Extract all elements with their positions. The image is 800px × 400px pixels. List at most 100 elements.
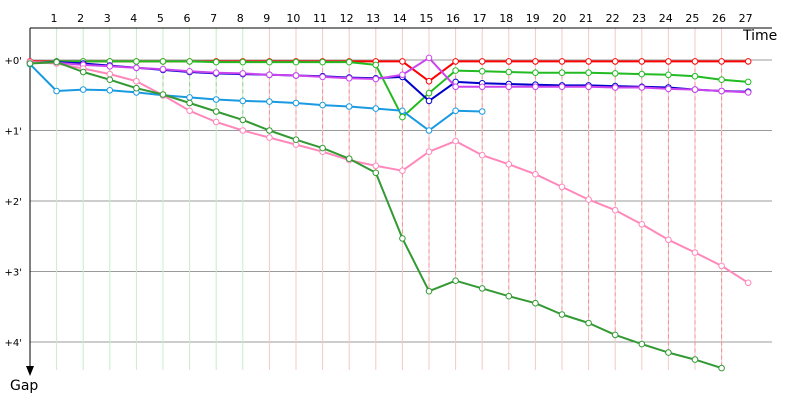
data-point (691, 72, 699, 80)
data-point (186, 58, 193, 65)
data-point (212, 69, 220, 76)
x-tick-label: 11 (313, 12, 327, 25)
x-tick-label: 15 (419, 12, 433, 25)
data-point (718, 262, 725, 270)
x-tick-label: 6 (184, 12, 191, 25)
data-point (399, 71, 406, 79)
data-point (452, 58, 459, 65)
data-point (452, 83, 459, 91)
data-point (239, 70, 247, 77)
x-tick-label: 23 (632, 12, 646, 25)
data-point (718, 87, 725, 95)
data-point (266, 127, 273, 134)
x-tick-label: 8 (237, 12, 244, 25)
series-line (29, 61, 749, 284)
data-point (345, 103, 353, 110)
x-axis-title: Time (742, 28, 777, 44)
data-point (505, 161, 513, 168)
data-point (425, 97, 433, 105)
data-point (691, 356, 699, 363)
data-point (159, 65, 167, 73)
data-point (691, 58, 699, 65)
data-point (425, 127, 433, 134)
data-point (558, 183, 566, 191)
data-point (212, 96, 220, 103)
data-point (345, 58, 353, 66)
x-tick-label: 27 (739, 12, 753, 25)
data-point (372, 162, 380, 170)
data-point (266, 71, 273, 79)
data-point (718, 76, 725, 83)
data-point (478, 83, 486, 91)
x-tick-label: 18 (499, 12, 513, 25)
x-tick-label: 24 (659, 12, 673, 25)
data-point (106, 70, 114, 78)
data-point (159, 91, 167, 98)
tick-labels: +0'+1'+2'+3'+4'1 2 3 4 5 6 7 8 9 10 11 12 13 14 15 16 17… (5, 12, 753, 349)
data-point (239, 97, 247, 105)
data-point (478, 68, 486, 75)
data-point (399, 58, 406, 65)
data-point (532, 83, 539, 91)
data-point (186, 107, 193, 115)
x-tick-label: 10 (286, 12, 300, 25)
data-point (239, 127, 247, 134)
data-point (691, 249, 699, 256)
data-point (106, 76, 114, 83)
x-tick-label: 2 (77, 12, 84, 25)
data-point (478, 108, 486, 115)
x-tick-label: 17 (473, 12, 487, 25)
data-point (638, 84, 646, 91)
data-point (133, 77, 140, 85)
data-point (292, 72, 300, 79)
data-point (266, 58, 273, 66)
data-point (239, 58, 247, 66)
x-tick-label: 4 (130, 12, 137, 25)
data-point (718, 364, 725, 372)
series-line (29, 63, 483, 132)
data-point (665, 236, 672, 244)
series-4 (26, 54, 752, 96)
data-point (718, 58, 725, 65)
data-point (399, 167, 406, 174)
data-point (372, 75, 380, 83)
data-point (399, 113, 406, 121)
data-point (372, 169, 380, 177)
data-point (106, 87, 114, 94)
data-point (558, 69, 566, 76)
data-point (532, 299, 539, 307)
data-point (345, 75, 353, 82)
data-point (292, 58, 300, 66)
data-point (585, 319, 592, 327)
data-point (611, 70, 619, 77)
y-tick-label: +2' (5, 197, 23, 208)
y-tick-label: +3' (5, 268, 23, 279)
data-point (505, 68, 513, 76)
data-point (585, 69, 592, 76)
y-tick-label: +0' (5, 56, 23, 67)
y-tick-label: +4' (5, 338, 23, 349)
x-tick-label: 22 (606, 12, 620, 25)
series-line (29, 56, 749, 94)
data-point (186, 94, 193, 101)
x-tick-label: 19 (526, 12, 540, 25)
data-point (611, 331, 619, 339)
lap-progress-lines (29, 61, 723, 369)
data-point (79, 68, 87, 76)
data-point (26, 60, 34, 67)
series (26, 54, 752, 372)
data-point (611, 84, 619, 91)
x-tick-label: 21 (579, 12, 593, 25)
data-point (638, 58, 646, 65)
data-point (452, 277, 459, 285)
data-point (345, 155, 353, 162)
data-point (452, 137, 459, 145)
data-point (372, 61, 380, 69)
data-point (665, 349, 672, 356)
data-point (744, 279, 752, 287)
data-point (558, 58, 566, 65)
data-point (159, 58, 167, 65)
data-point (585, 58, 592, 65)
data-point (372, 105, 380, 112)
